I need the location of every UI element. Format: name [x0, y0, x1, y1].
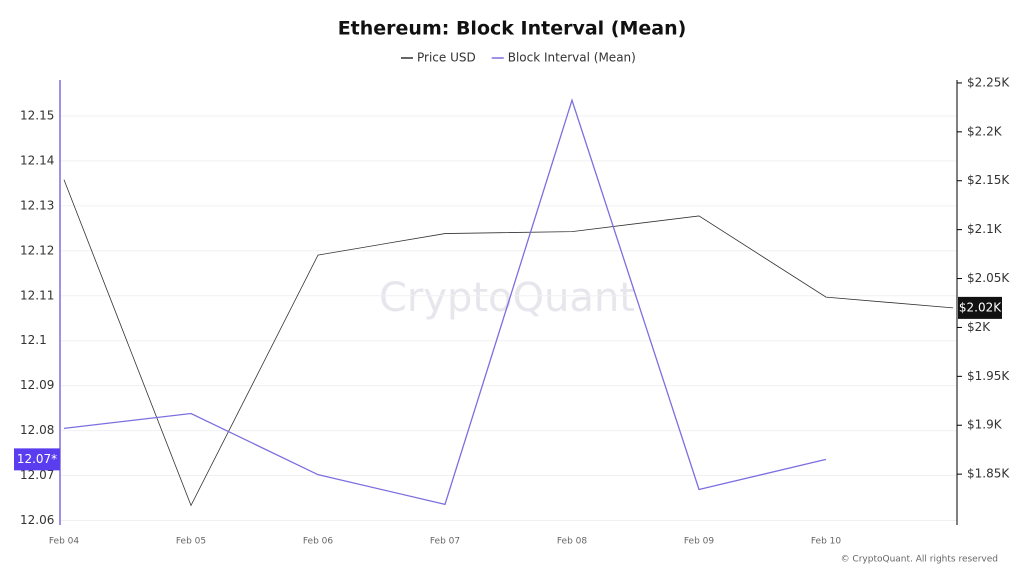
x-tick-label: Feb 05 — [176, 537, 206, 547]
last-value-label: $2.02K — [959, 300, 1002, 314]
y-tick-label: 12.07 — [20, 468, 54, 482]
y-tick-label: 12.13 — [20, 198, 54, 212]
x-tick-label: Feb 10 — [811, 537, 842, 547]
y-tick-label: 12.08 — [20, 423, 54, 437]
last-value-label: 12.07* — [17, 452, 57, 466]
x-tick-label: Feb 08 — [557, 537, 588, 547]
watermark: CryptoQuant — [379, 275, 635, 321]
last-value-box — [14, 448, 60, 471]
y2-tick-label: $1.85K — [967, 467, 1010, 481]
y2-tick-label: $2.1K — [967, 222, 1003, 236]
x-tick-label: Feb 04 — [49, 537, 80, 547]
y-tick-label: 12.11 — [20, 288, 54, 302]
x-tick-label: Feb 06 — [303, 537, 334, 547]
y-tick-label: 12.1 — [20, 333, 47, 347]
legend-label: Price USD — [417, 51, 476, 65]
y-tick-label: 12.14 — [20, 153, 54, 167]
y2-tick-label: $2.25K — [967, 75, 1010, 89]
y2-tick-label: $2.05K — [967, 271, 1010, 285]
series-line — [63, 98, 827, 506]
y2-tick-label: $2.2K — [967, 124, 1003, 138]
y2-tick-label: $1.95K — [967, 369, 1010, 383]
y2-tick-label: $2.15K — [967, 173, 1010, 187]
y-tick-label: 12.15 — [20, 108, 54, 122]
legend-label: Block Interval (Mean) — [508, 51, 636, 65]
series-line — [63, 179, 954, 507]
y-tick-label: 12.12 — [20, 243, 54, 257]
y2-tick-label: $1.9K — [967, 418, 1003, 432]
y-tick-label: 12.09 — [20, 378, 54, 392]
copyright: © CryptoQuant. All rights reserved — [841, 555, 998, 565]
x-tick-label: Feb 07 — [430, 537, 460, 547]
last-value-box — [958, 296, 1002, 319]
chart-title: Ethereum: Block Interval (Mean) — [338, 18, 687, 40]
y-tick-label: 12.06 — [20, 513, 54, 527]
x-tick-label: Feb 09 — [684, 537, 715, 547]
y2-tick-label: $2K — [967, 320, 991, 334]
